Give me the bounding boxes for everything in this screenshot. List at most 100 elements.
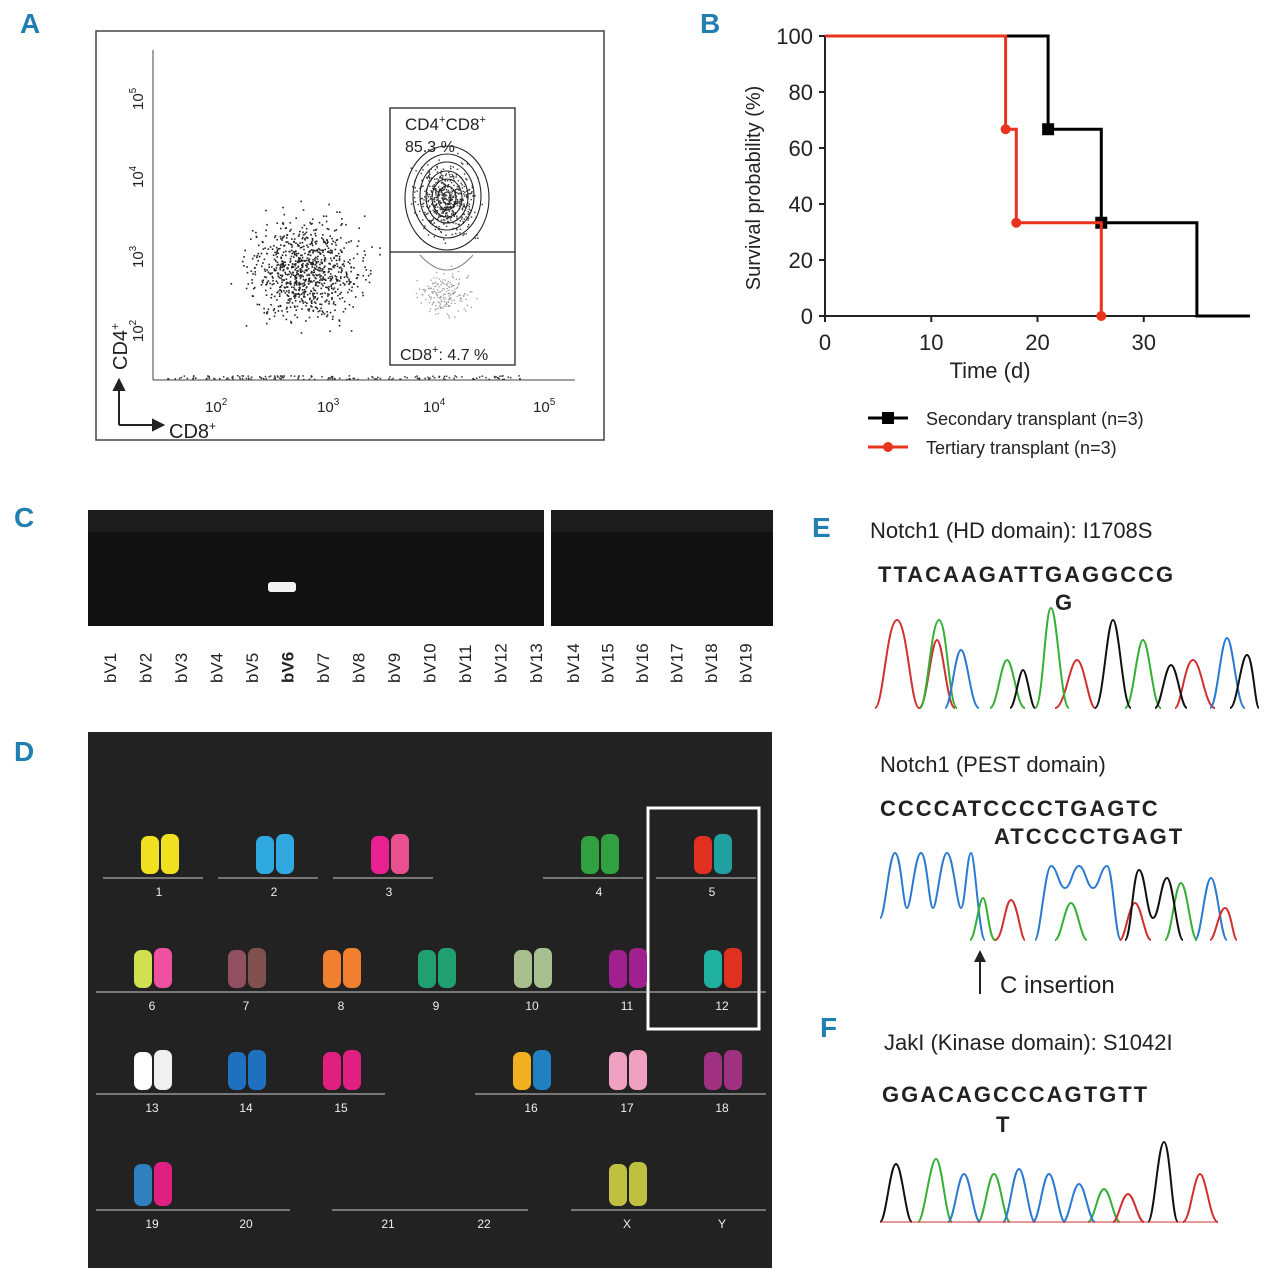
contour-rings: [404, 145, 490, 271]
x-tick-label: 20: [1025, 330, 1049, 355]
y-tick-label: 100: [776, 24, 813, 49]
chromosome-label: 19: [145, 1217, 159, 1231]
chromosome: [418, 950, 436, 988]
seq-f-sequence: GGACAGCCCAGTGTT: [882, 1082, 1150, 1107]
chromosome: [601, 834, 619, 874]
chromosome-label: 16: [524, 1101, 538, 1115]
chromosome-label: 8: [338, 999, 345, 1013]
karyotype-background: [88, 732, 772, 1268]
insertion-arrow: [974, 950, 986, 994]
chromosome: [256, 836, 274, 874]
gel-band-bV6: [268, 582, 296, 592]
chromosome-label: 18: [715, 1101, 729, 1115]
seq-e1-mutation: G: [1055, 590, 1075, 615]
chromosome: [438, 948, 456, 988]
chromosome: [343, 1050, 361, 1090]
chromosome-label: 15: [334, 1101, 348, 1115]
panel-label-d: D: [14, 736, 35, 767]
chromosome: [513, 1052, 531, 1090]
chromosome: [724, 1050, 742, 1090]
chromosome-label: 11: [621, 999, 634, 1013]
legend: Secondary transplant (n=3) Tertiary tran…: [868, 409, 1144, 458]
chromosome: [134, 1052, 152, 1090]
chromosome: [514, 950, 532, 988]
chromosome-label: X: [623, 1217, 631, 1231]
chromosome: [228, 950, 246, 988]
seq-f-title: JakI (Kinase domain): S1042I: [884, 1030, 1173, 1055]
series-line-secondary: [825, 34, 1250, 318]
survival-chart: 0 10 20 30 0 20 40 60 80 100 Time (d) Survival pr…: [743, 24, 1250, 458]
chromosome-label: 2: [271, 885, 278, 899]
y-tick-label: 40: [789, 192, 813, 217]
chromosome: [629, 948, 647, 988]
x-tick-label: 10: [919, 330, 943, 355]
flow-cytometry-plot: CD4+CD8+ 85.3 % CD8+: 4.7 % 102 103 104 …: [95, 30, 605, 442]
chromosome: [581, 836, 599, 874]
lane-label: bV7: [314, 653, 333, 683]
chromatogram-f: [879, 1140, 1219, 1223]
insertion-label: C insertion: [1000, 972, 1115, 999]
chromosome-label: Y: [718, 1217, 726, 1231]
seq-e1-sequence: TTACAAGATTGAGGCCG: [878, 562, 1176, 587]
gate-upper-label: CD4+CD8+: [405, 114, 486, 134]
gate-rectangle: [389, 107, 516, 366]
lane-label: bV17: [668, 643, 687, 683]
y-tick-label: 0: [801, 304, 813, 329]
chromosome: [724, 948, 742, 988]
y-tick: 105: [128, 87, 147, 110]
chromosome: [371, 836, 389, 874]
y-tick: 102: [128, 319, 147, 342]
chromosome: [714, 834, 732, 874]
seq-e2-title: Notch1 (PEST domain): [880, 752, 1106, 777]
y-tick-label: 80: [789, 80, 813, 105]
gate-upper-percent: 85.3 %: [405, 139, 455, 156]
panel-label-b: B: [700, 8, 721, 39]
chromosome-label: 21: [381, 1217, 395, 1231]
chromosome: [141, 836, 159, 874]
chromosome: [704, 950, 722, 988]
lane-label: bV16: [633, 643, 652, 683]
x-tick: 103: [317, 397, 340, 416]
lane-label: bV3: [172, 653, 191, 683]
chromatogram-e2: [879, 851, 1238, 941]
lane-label: bV2: [137, 653, 156, 683]
flow-y-ticks: 102 103 104 105: [128, 87, 147, 342]
seq-f-mutation: T: [996, 1112, 1012, 1137]
chromosome-label: 6: [149, 999, 156, 1013]
gate-lower-label: CD8+: 4.7 %: [400, 344, 488, 364]
chromosome: [276, 834, 294, 874]
chromosome: [154, 1050, 172, 1090]
flow-frame: [95, 30, 605, 441]
seq-e1-title: Notch1 (HD domain): I1708S: [870, 518, 1153, 543]
highlight-box: [646, 806, 761, 1031]
panel-label-c: C: [14, 502, 35, 533]
lane-label: bV12: [492, 643, 511, 683]
chromosome: [533, 1050, 551, 1090]
data-point: [1011, 217, 1022, 228]
chromosome-label: 7: [243, 999, 250, 1013]
lane-label: bV1: [101, 653, 120, 683]
panel-label-f: F: [820, 1012, 838, 1043]
survival-series: [825, 34, 1250, 321]
lane-label: bV18: [702, 643, 721, 683]
series-line-tertiary: [825, 34, 1103, 316]
lane-label: bV8: [350, 653, 369, 683]
seq-e2-sequence-2: ATCCCCTGAGT: [994, 824, 1185, 849]
chromosome: [134, 1164, 152, 1206]
lane-label: bV14: [564, 643, 583, 683]
chromosome: [609, 1164, 627, 1206]
chromosome: [534, 948, 552, 988]
lane-label: bV6: [279, 652, 298, 683]
chromosome: [609, 1052, 627, 1090]
y-tick: 104: [128, 165, 147, 188]
x-tick: 102: [205, 397, 228, 416]
chromosome: [228, 1052, 246, 1090]
x-tick-label: 0: [819, 330, 831, 355]
y-tick-label: 20: [789, 248, 813, 273]
lane-label: bV5: [243, 653, 262, 683]
panel-label-a: A: [20, 8, 41, 39]
lane-label: bV9: [385, 653, 404, 683]
chromosome-label: 22: [477, 1217, 491, 1231]
